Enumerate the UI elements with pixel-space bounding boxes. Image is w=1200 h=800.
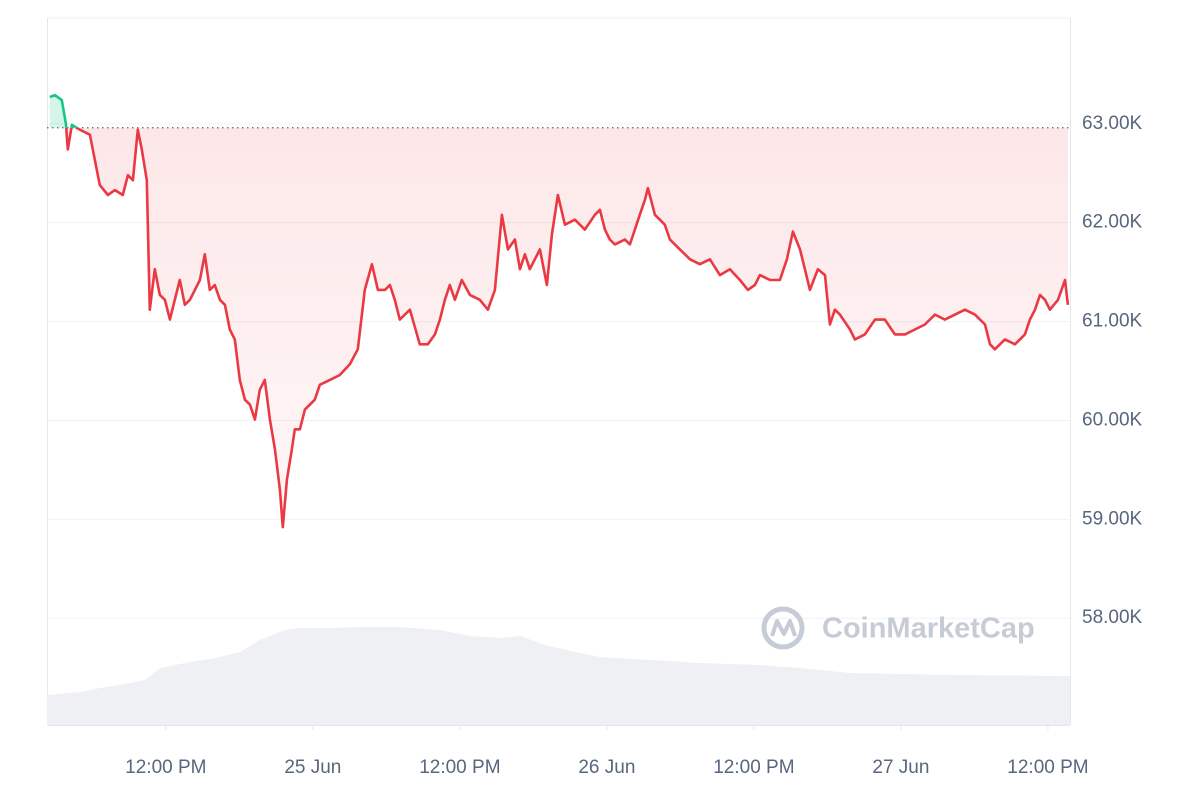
x-tick-label: 12:00 PM [125, 757, 206, 778]
x-tick-label: 26 Jun [578, 757, 635, 778]
price-line [64, 127, 1070, 529]
watermark: CoinMarketCap [822, 613, 1035, 645]
labels: 58.00K 59.00K 60.00K 61.00K 62.00K 63.00K 12:0… [125, 113, 1142, 778]
areas [49, 95, 1068, 528]
y-tick-label: 62.00K [1082, 212, 1143, 233]
area-below-baseline [66, 127, 1068, 528]
lines [49, 93, 1070, 529]
y-tick-label: 59.00K [1082, 508, 1143, 529]
y-tick-label: 61.00K [1082, 311, 1143, 332]
volume-area [47, 627, 1070, 725]
x-tick-label: 12:00 PM [419, 757, 500, 778]
y-tick-label: 63.00K [1082, 113, 1143, 134]
x-tick-label: 27 Jun [872, 757, 929, 778]
watermark-logo [761, 606, 805, 650]
x-tick-label: 12:00 PM [713, 757, 794, 778]
x-tick-label: 25 Jun [284, 757, 341, 778]
x-tick-label: 12:00 PM [1007, 757, 1088, 778]
y-tick-label: 58.00K [1082, 607, 1143, 628]
y-tick-label: 60.00K [1082, 409, 1143, 430]
